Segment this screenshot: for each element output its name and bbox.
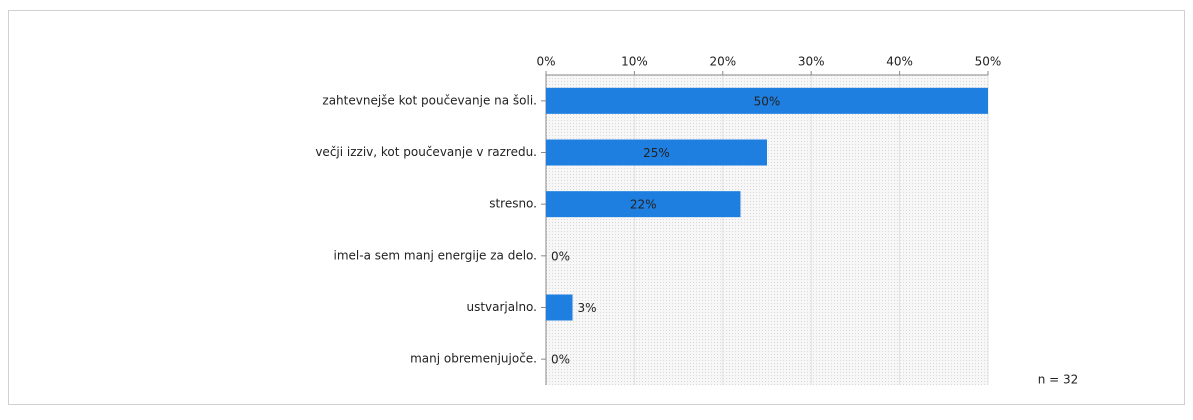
data-label: 50% xyxy=(754,94,781,108)
y-tick-label: stresno. xyxy=(489,197,537,211)
data-label: 25% xyxy=(643,146,670,160)
x-tick-label: 20% xyxy=(709,55,736,69)
y-tick-label: ustvarjalno. xyxy=(466,300,537,314)
y-tick-label: manj obremenjujoče. xyxy=(410,352,537,366)
y-tick-label: zahtevnejše kot poučevanje na šoli. xyxy=(322,93,537,107)
plot-area xyxy=(546,75,988,385)
bar xyxy=(546,139,767,166)
x-tick-label: 40% xyxy=(886,55,913,69)
bar xyxy=(546,294,573,321)
x-tick-label: 30% xyxy=(798,55,825,69)
data-label: 22% xyxy=(630,198,657,212)
y-tick-label: imel-a sem manj energije za delo. xyxy=(334,248,538,262)
x-tick-label: 10% xyxy=(621,55,648,69)
bar xyxy=(546,87,988,114)
data-label: 0% xyxy=(551,353,570,367)
data-label: 0% xyxy=(551,249,570,263)
x-tick-label: 50% xyxy=(975,55,1002,69)
data-label: 3% xyxy=(578,301,597,315)
annotation: n = 32 xyxy=(1038,373,1079,387)
y-tick-label: večji izziv, kot poučevanje v razredu. xyxy=(315,145,537,159)
bar xyxy=(546,191,741,218)
x-tick-label: 0% xyxy=(536,55,555,69)
